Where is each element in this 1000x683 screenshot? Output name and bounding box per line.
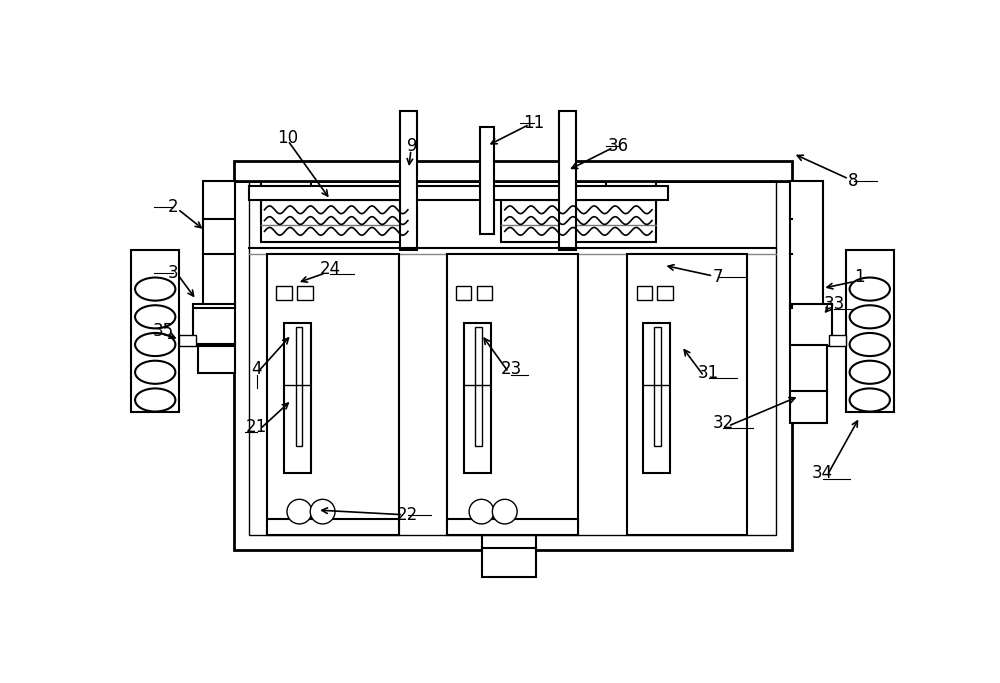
Text: 31: 31 xyxy=(698,364,719,382)
Bar xyxy=(249,186,668,199)
Text: 2: 2 xyxy=(168,199,178,217)
Bar xyxy=(447,519,578,535)
Bar xyxy=(284,323,311,473)
Bar xyxy=(249,180,776,535)
Ellipse shape xyxy=(850,305,890,329)
Circle shape xyxy=(492,499,517,524)
Bar xyxy=(790,304,832,346)
Bar xyxy=(234,180,792,550)
Ellipse shape xyxy=(850,333,890,356)
Text: 36: 36 xyxy=(607,137,628,155)
Ellipse shape xyxy=(850,277,890,301)
Text: 7: 7 xyxy=(713,268,723,285)
Text: 8: 8 xyxy=(848,171,859,189)
Text: 32: 32 xyxy=(713,414,734,432)
Bar xyxy=(198,344,235,373)
Bar xyxy=(475,327,482,446)
Bar xyxy=(657,286,673,300)
Text: 3: 3 xyxy=(168,264,178,282)
Bar xyxy=(456,286,471,300)
Text: 24: 24 xyxy=(320,260,341,278)
Bar xyxy=(464,323,491,473)
Bar xyxy=(297,286,313,300)
Bar xyxy=(267,253,399,535)
Circle shape xyxy=(287,499,312,524)
Bar xyxy=(131,250,179,412)
Text: 10: 10 xyxy=(277,129,298,147)
Bar xyxy=(790,344,827,392)
Ellipse shape xyxy=(135,305,175,329)
Bar xyxy=(261,180,311,219)
Bar xyxy=(234,161,792,180)
Bar xyxy=(261,199,416,242)
Bar xyxy=(654,327,661,446)
Text: 9: 9 xyxy=(406,137,417,155)
Text: 1: 1 xyxy=(854,268,865,285)
Text: 22: 22 xyxy=(397,507,418,525)
Ellipse shape xyxy=(135,361,175,384)
Text: 33: 33 xyxy=(824,295,845,313)
Text: 23: 23 xyxy=(500,360,522,378)
Bar xyxy=(790,180,822,307)
Bar xyxy=(296,327,302,446)
Ellipse shape xyxy=(135,389,175,412)
Bar xyxy=(276,286,292,300)
Bar xyxy=(267,519,399,535)
Text: 34: 34 xyxy=(812,464,833,482)
Ellipse shape xyxy=(135,333,175,356)
Ellipse shape xyxy=(850,389,890,412)
Ellipse shape xyxy=(850,361,890,384)
Bar xyxy=(643,323,670,473)
Ellipse shape xyxy=(135,277,175,301)
Bar xyxy=(627,253,747,535)
Bar xyxy=(400,111,417,250)
Bar xyxy=(637,286,652,300)
Bar xyxy=(477,286,492,300)
Circle shape xyxy=(469,499,494,524)
Bar xyxy=(193,304,235,346)
Text: 4: 4 xyxy=(252,360,262,378)
Bar xyxy=(501,199,656,242)
Text: 21: 21 xyxy=(246,418,267,436)
Bar xyxy=(202,180,235,307)
Bar xyxy=(480,126,494,234)
Bar xyxy=(179,335,196,346)
Bar xyxy=(606,180,656,219)
Bar xyxy=(559,111,576,250)
Text: 11: 11 xyxy=(524,114,545,132)
Bar xyxy=(482,548,536,577)
Bar xyxy=(829,335,846,346)
Bar xyxy=(846,250,894,412)
Bar xyxy=(790,391,827,423)
Bar xyxy=(447,253,578,535)
Circle shape xyxy=(310,499,335,524)
Text: 35: 35 xyxy=(153,322,174,339)
